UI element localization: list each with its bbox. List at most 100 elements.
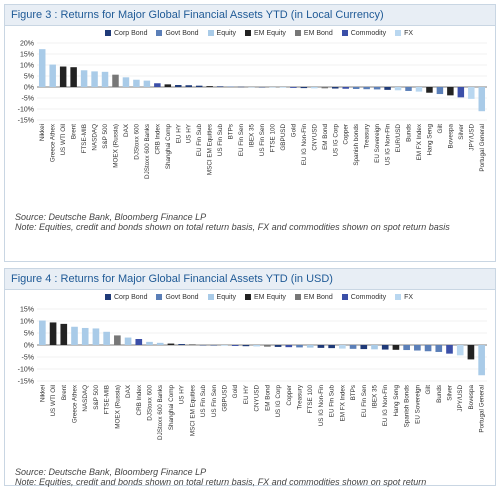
x-tick-label: US WTI Oil — [50, 385, 57, 416]
figure-3-panel: Figure 3 : Returns for Major Global Fina… — [4, 4, 496, 262]
x-tick-label: Copper — [286, 385, 293, 406]
y-tick-label: 5% — [24, 331, 34, 338]
bar — [296, 345, 303, 347]
x-tick-label: EU Fin Sub — [196, 124, 203, 157]
figure-4-panel: Figure 4 : Returns for Major Global Fina… — [4, 268, 496, 486]
x-tick-label: EM Bond — [264, 385, 271, 411]
bar — [353, 87, 359, 89]
x-tick-label: Greece Athex — [50, 123, 57, 162]
bar — [371, 345, 378, 349]
x-tick-label: JPY/USD — [457, 385, 464, 412]
x-tick-label: US HY — [179, 384, 186, 404]
bar — [307, 345, 314, 348]
bar — [50, 322, 57, 345]
bar — [71, 327, 78, 345]
y-tick-label: 15% — [20, 52, 34, 59]
bar — [217, 86, 223, 87]
x-tick-label: Gold — [290, 124, 297, 138]
bar — [49, 65, 55, 87]
bar — [103, 332, 110, 345]
x-tick-label: GBPUSD — [280, 124, 287, 151]
x-tick-label: Hang Seng — [426, 124, 433, 156]
bar — [322, 87, 328, 88]
x-tick-label: US IG Corp — [332, 124, 339, 157]
y-tick-label: -10% — [18, 367, 34, 374]
bar — [290, 87, 296, 88]
x-tick-label: Shanghai Comp — [168, 385, 175, 431]
x-tick-label: Treasury — [364, 123, 371, 148]
x-tick-label: FTSE-MIB — [104, 385, 111, 414]
x-tick-label: EU HY — [175, 123, 182, 143]
figure-4-source: Source: Deutsche Bank, Bloomberg Finance… — [15, 467, 485, 477]
x-tick-label: NASDAQ — [92, 124, 99, 151]
bar — [253, 345, 260, 346]
bar — [332, 87, 338, 89]
x-tick-label: US IG Corp — [275, 385, 282, 418]
x-tick-label: Bovespa — [468, 385, 475, 410]
bar — [39, 49, 45, 87]
bar — [165, 84, 171, 87]
y-tick-label: -15% — [18, 379, 34, 386]
x-tick-label: Spanish bonds — [353, 124, 360, 166]
bar — [425, 345, 432, 351]
x-tick-label: JPY/USD — [468, 124, 475, 151]
x-tick-label: Copper — [343, 124, 350, 145]
y-tick-label: -5% — [22, 355, 34, 362]
bar — [154, 83, 160, 87]
x-tick-label: Portugal General — [479, 124, 486, 172]
x-tick-label: CRB Index — [154, 123, 161, 154]
x-tick-label: US Fin Sub — [217, 124, 224, 157]
x-tick-label: NASDAQ — [82, 385, 89, 412]
x-tick-label: CNYUSD — [311, 124, 318, 151]
x-tick-label: Treasury — [297, 384, 304, 409]
bar — [60, 67, 66, 87]
bar — [374, 87, 380, 89]
bar — [39, 321, 46, 345]
x-tick-label: EU Fin Sen — [361, 385, 368, 418]
bar — [468, 345, 475, 359]
bar — [384, 87, 390, 90]
x-tick-label: Brent — [61, 385, 68, 400]
x-tick-label: EU Fin Sub — [329, 385, 336, 418]
x-tick-label: EUR/USD — [395, 124, 402, 153]
bar — [339, 345, 346, 349]
bar — [133, 80, 139, 87]
bar — [168, 344, 175, 345]
bar — [350, 345, 357, 349]
x-tick-label: FTSE-MIB — [81, 124, 88, 153]
bar — [60, 324, 67, 345]
bar — [243, 345, 250, 346]
x-tick-label: US HY — [186, 123, 193, 143]
x-tick-label: Silver — [447, 385, 454, 401]
x-tick-label: DJStoxx 600 — [147, 385, 154, 421]
figure-4-source-block: Source: Deutsche Bank, Bloomberg Finance… — [15, 467, 485, 487]
bar — [405, 87, 411, 91]
bar — [479, 87, 485, 111]
bar — [478, 345, 485, 375]
y-tick-label: 5% — [24, 74, 34, 81]
bar — [186, 85, 192, 87]
x-tick-label: MSCI EM Equities — [207, 124, 214, 175]
x-tick-label: Gold — [232, 385, 239, 399]
x-tick-label: EU Sovereign — [374, 124, 381, 163]
bar — [363, 87, 369, 89]
x-tick-label: DJStoxx 600 Banks — [144, 124, 151, 179]
x-tick-label: EU Sovereign — [414, 385, 421, 424]
y-tick-label: -15% — [18, 118, 34, 125]
x-tick-label: Gilt — [425, 385, 432, 395]
x-tick-label: US Fin Sen — [211, 385, 218, 418]
x-tick-label: EM FX Index — [416, 123, 423, 160]
bar — [435, 345, 442, 352]
x-tick-label: DAX — [125, 384, 132, 398]
x-tick-label: EM Bond — [322, 124, 329, 150]
bar — [437, 87, 443, 94]
x-tick-label: CRB Index — [136, 384, 143, 415]
x-tick-label: EU IG Non-Fin — [301, 124, 308, 166]
x-tick-label: Bunds — [406, 124, 413, 142]
bar — [232, 345, 239, 346]
bar — [403, 345, 410, 350]
x-tick-label: Nikkei — [39, 385, 46, 402]
x-tick-label: Hang Seng — [393, 385, 400, 417]
x-tick-label: DJStoxx 600 — [133, 124, 140, 160]
